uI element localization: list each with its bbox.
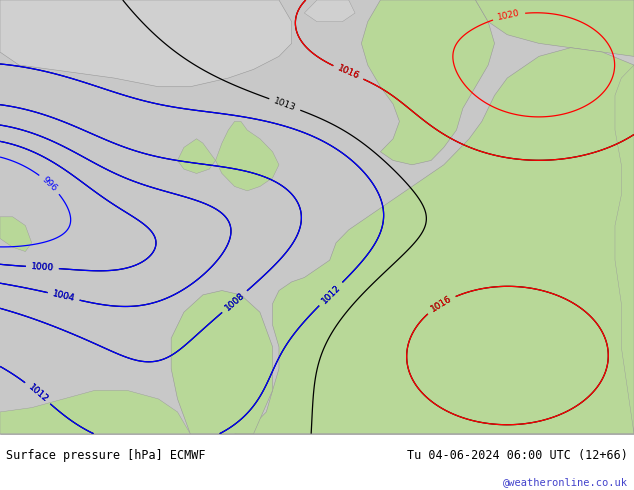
Text: 1000: 1000 xyxy=(30,262,54,273)
Text: 1020: 1020 xyxy=(497,9,521,23)
Text: Tu 04-06-2024 06:00 UTC (12+66): Tu 04-06-2024 06:00 UTC (12+66) xyxy=(407,449,628,463)
Text: 996: 996 xyxy=(41,175,59,194)
Text: 1016: 1016 xyxy=(336,64,361,81)
Text: 1012: 1012 xyxy=(320,283,342,305)
Polygon shape xyxy=(361,0,495,165)
Polygon shape xyxy=(235,48,634,434)
Polygon shape xyxy=(304,0,355,22)
Text: 1004: 1004 xyxy=(51,290,76,303)
Text: 1012: 1012 xyxy=(26,382,49,404)
Polygon shape xyxy=(171,291,273,434)
Text: 1012: 1012 xyxy=(26,382,49,404)
Text: 1000: 1000 xyxy=(30,262,54,273)
Text: 1016: 1016 xyxy=(429,294,453,314)
Text: 1008: 1008 xyxy=(223,291,246,313)
Text: Surface pressure [hPa] ECMWF: Surface pressure [hPa] ECMWF xyxy=(6,449,206,463)
Text: @weatheronline.co.uk: @weatheronline.co.uk xyxy=(503,477,628,487)
Text: 1004: 1004 xyxy=(51,290,76,303)
Text: 1013: 1013 xyxy=(273,96,297,113)
Text: 1008: 1008 xyxy=(223,291,246,313)
Polygon shape xyxy=(216,122,279,191)
Polygon shape xyxy=(0,390,190,434)
Text: 1012: 1012 xyxy=(320,283,342,305)
Polygon shape xyxy=(178,139,216,173)
Polygon shape xyxy=(0,217,32,251)
Polygon shape xyxy=(615,65,634,434)
Polygon shape xyxy=(0,0,292,87)
Text: 1016: 1016 xyxy=(336,64,361,81)
Text: 1016: 1016 xyxy=(429,294,453,314)
Polygon shape xyxy=(476,0,634,56)
